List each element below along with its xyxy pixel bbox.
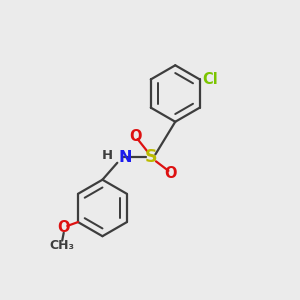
Text: H: H: [102, 149, 113, 162]
Text: O: O: [165, 166, 177, 181]
Text: CH₃: CH₃: [50, 239, 75, 252]
Text: Cl: Cl: [202, 72, 218, 87]
Text: S: S: [145, 148, 158, 166]
Text: O: O: [129, 128, 141, 143]
Text: O: O: [58, 220, 70, 235]
Text: N: N: [119, 150, 132, 165]
